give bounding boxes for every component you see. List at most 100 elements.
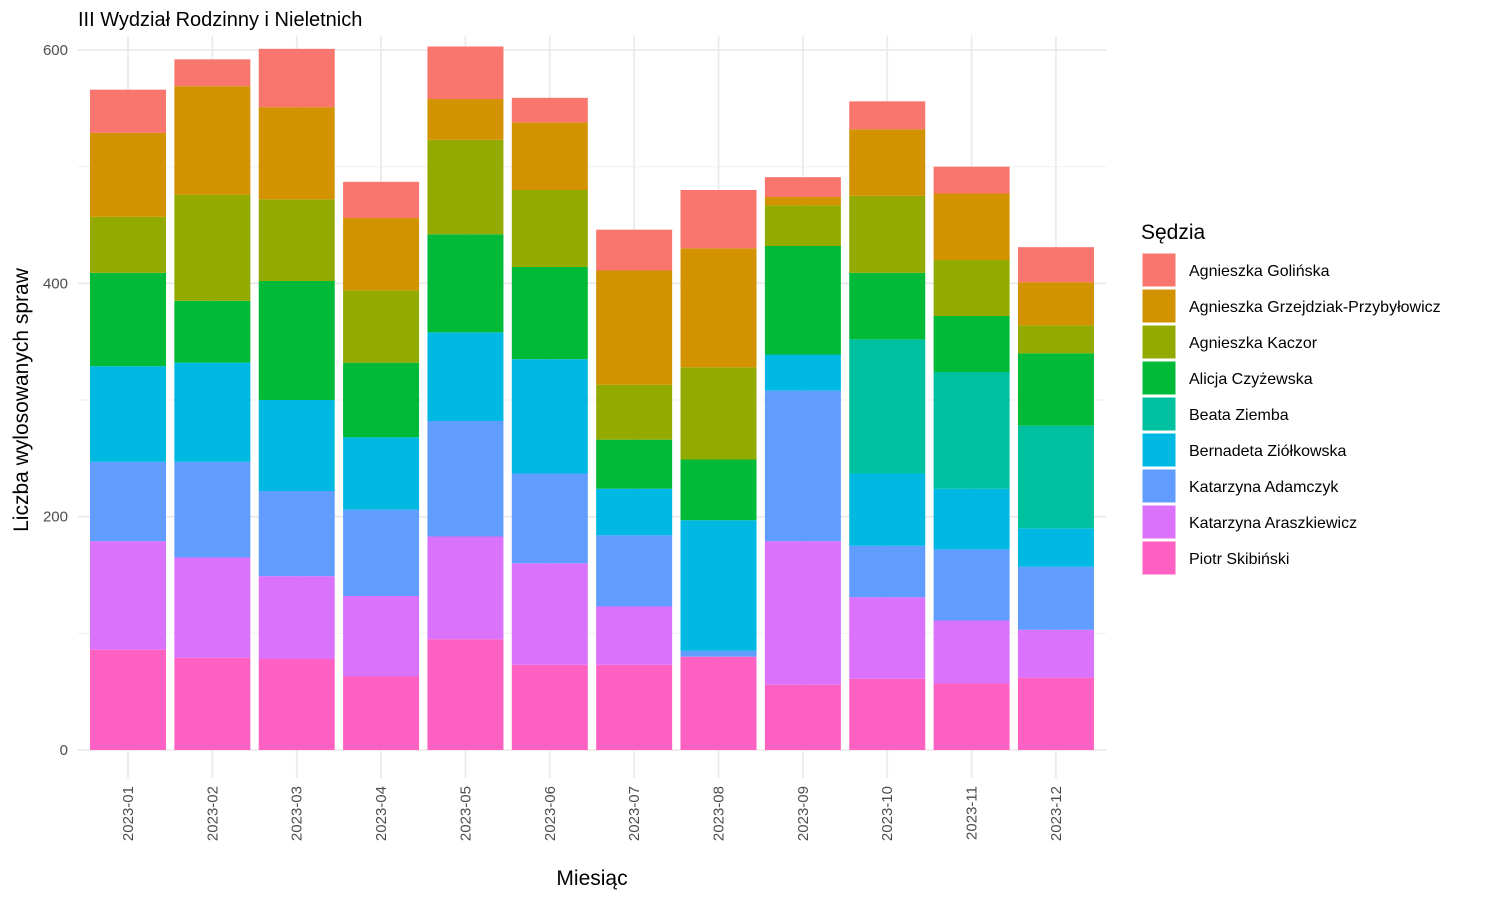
bar-segment (596, 229, 673, 271)
x-tick-label: 2023-05 (457, 786, 474, 841)
bar-segment (1017, 353, 1094, 426)
legend-label: Agnieszka Golińska (1189, 263, 1330, 280)
bar-segment (174, 557, 251, 658)
bar-segment (849, 339, 926, 474)
bar-segment (933, 316, 1010, 372)
bar-segment (511, 190, 588, 267)
bar-segment (596, 535, 673, 607)
bar-segment (849, 101, 926, 130)
bar-segment (511, 97, 588, 123)
bar-segment (343, 218, 420, 291)
bar-segment (174, 86, 251, 195)
legend-swatch (1141, 288, 1177, 324)
bar-segment (90, 89, 166, 133)
x-axis-ticks: 2023-01 2023-02 2023-03 2023-04 2023-05 2023-… (120, 786, 1065, 841)
x-tick-label: 2023-09 (795, 786, 812, 841)
bar-segment (511, 664, 588, 750)
bar-segment (596, 664, 673, 750)
bar-segment (680, 190, 757, 249)
bar-segment (680, 367, 757, 460)
bar-segment (258, 199, 335, 281)
bar-segment (849, 129, 926, 196)
x-tick-label: 2023-07 (626, 786, 643, 841)
bar-segment (174, 461, 251, 558)
legend-swatch (1141, 540, 1177, 576)
legend-swatch (1141, 504, 1177, 540)
y-tick-label: 200 (43, 509, 68, 526)
bar-segment (849, 272, 926, 340)
legend-label: Beata Ziemba (1189, 407, 1289, 424)
bar-segment (258, 281, 335, 400)
bars (90, 46, 1094, 750)
bar-segment (680, 656, 757, 750)
bar-segment (596, 384, 673, 440)
legend-label: Bernadeta Ziółkowska (1189, 443, 1347, 460)
bar-segment (90, 461, 166, 542)
bar-segment (427, 99, 504, 140)
legend-title: Sędzia (1141, 221, 1206, 244)
bar-segment (1017, 247, 1094, 283)
bar-segment (511, 267, 588, 360)
bar-segment (849, 678, 926, 750)
bar-segment (427, 332, 504, 421)
bar-segment (764, 390, 841, 542)
bar-segment (258, 491, 335, 577)
bar-segment (427, 139, 504, 235)
bar-segment (258, 400, 335, 491)
legend-label: Katarzyna Araszkiewicz (1189, 515, 1357, 532)
bar-segment (596, 439, 673, 489)
bar-segment (427, 234, 504, 333)
bar-segment (174, 59, 251, 87)
bar-segment (849, 545, 926, 598)
bar-segment (90, 216, 166, 273)
chart-title: III Wydział Rodzinny i Nieletnich (78, 9, 362, 31)
bar-segment (258, 107, 335, 200)
bar-segment (764, 205, 841, 246)
bar-segment (596, 606, 673, 665)
bar-segment (90, 132, 166, 217)
bar-segment (764, 177, 841, 197)
bar-segment (933, 193, 1010, 260)
bar-segment (933, 166, 1010, 194)
y-tick-label: 600 (43, 42, 68, 59)
y-axis-ticks: 0 200 400 600 (43, 42, 68, 759)
bar-segment (511, 473, 588, 564)
bar-segment (90, 649, 166, 750)
bar-segment (511, 563, 588, 665)
bar-segment (1017, 325, 1094, 354)
bar-segment (258, 576, 335, 659)
x-tick-label: 2023-02 (204, 786, 221, 841)
bar-segment (849, 195, 926, 273)
bar-segment (90, 541, 166, 650)
bar-segment (849, 473, 926, 546)
bar-segment (427, 536, 504, 640)
legend-label: Piotr Skibiński (1189, 551, 1289, 568)
bar-segment (764, 246, 841, 355)
legend-swatch (1141, 360, 1177, 396)
bar-segment (933, 683, 1010, 750)
bar-segment (680, 650, 757, 657)
bar-segment (764, 541, 841, 685)
x-tick-label: 2023-06 (542, 786, 559, 841)
bar-segment (764, 197, 841, 206)
bar-segment (511, 122, 588, 190)
legend-label: Agnieszka Grzejdziak-Przybyłowicz (1189, 299, 1441, 316)
x-tick-label: 2023-01 (120, 786, 137, 841)
bar-segment (1017, 629, 1094, 678)
bar-segment (680, 520, 757, 651)
legend-swatch (1141, 432, 1177, 468)
bar-segment (764, 684, 841, 750)
bar-segment (933, 260, 1010, 316)
bar-segment (343, 509, 420, 596)
bar-segment (427, 421, 504, 537)
legend-swatch (1141, 396, 1177, 432)
x-axis-title: Miesiąc (556, 867, 627, 890)
x-tick-label: 2023-08 (711, 786, 728, 841)
bar-segment (427, 46, 504, 99)
legend: Sędzia Agnieszka Golińska Agnieszka Grzej… (1141, 221, 1441, 576)
bar-segment (258, 48, 335, 108)
bar-segment (174, 194, 251, 301)
bar-segment (680, 459, 757, 521)
bar-segment (174, 300, 251, 363)
